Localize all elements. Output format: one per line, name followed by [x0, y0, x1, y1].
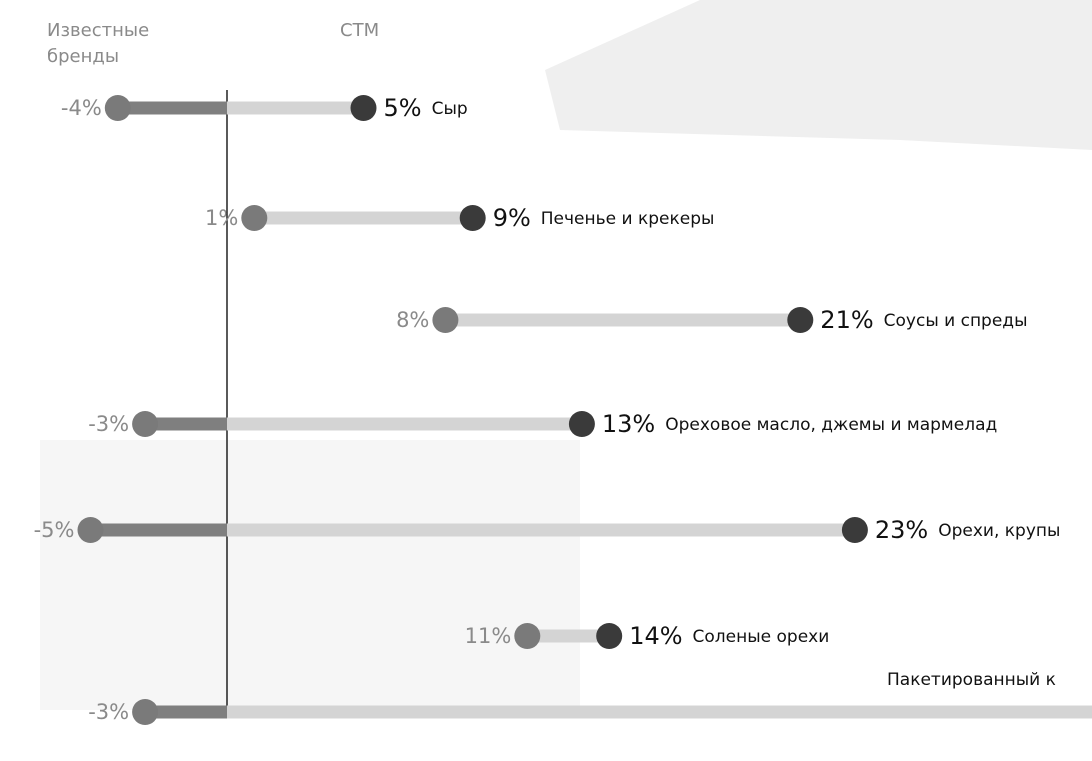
brand-label: -4% [61, 96, 102, 120]
category-label: Соленые орехи [693, 627, 830, 647]
stm-label: 21% [820, 306, 873, 334]
stm-dot [596, 623, 622, 649]
brand-dot [432, 307, 458, 333]
category-label: Печенье и крекеры [541, 209, 715, 229]
brand-label: 11% [465, 624, 512, 648]
brand-dot [132, 411, 158, 437]
category-label: Сыр [432, 99, 468, 119]
legend-brands: Известные бренды [47, 18, 177, 70]
brand-dot [514, 623, 540, 649]
brand-label: -5% [34, 518, 75, 542]
category-label: Соусы и спреды [884, 311, 1028, 331]
category-label: Пакетированный к [887, 670, 1056, 690]
brand-dot [105, 95, 131, 121]
brand-dot [241, 205, 267, 231]
brand-label: -3% [88, 412, 129, 436]
brand-dot [78, 517, 104, 543]
stm-dot [569, 411, 595, 437]
stm-label: 13% [602, 410, 655, 438]
category-label: Орехи, крупы [938, 521, 1060, 541]
stm-dot [842, 517, 868, 543]
chart: -4% 5% Сыр 1% 9% Печенье и крекеры 8% 21% Соусы … [0, 0, 1092, 761]
category-label: Ореховое масло, джемы и мармелад [665, 415, 997, 435]
stm-label: 14% [629, 622, 682, 650]
stm-dot [351, 95, 377, 121]
brand-label: 1% [205, 206, 238, 230]
stm-label: 5% [384, 94, 422, 122]
stm-dot [787, 307, 813, 333]
brand-label: -3% [88, 700, 129, 724]
brand-label: 8% [396, 308, 429, 332]
stm-dot [460, 205, 486, 231]
stm-label: 23% [875, 516, 928, 544]
stm-label: 9% [493, 204, 531, 232]
legend-stm: СТМ [340, 18, 470, 44]
brand-dot [132, 699, 158, 725]
page: {"chart_data": {"type": "dumbbell", "cat… [0, 0, 1092, 761]
